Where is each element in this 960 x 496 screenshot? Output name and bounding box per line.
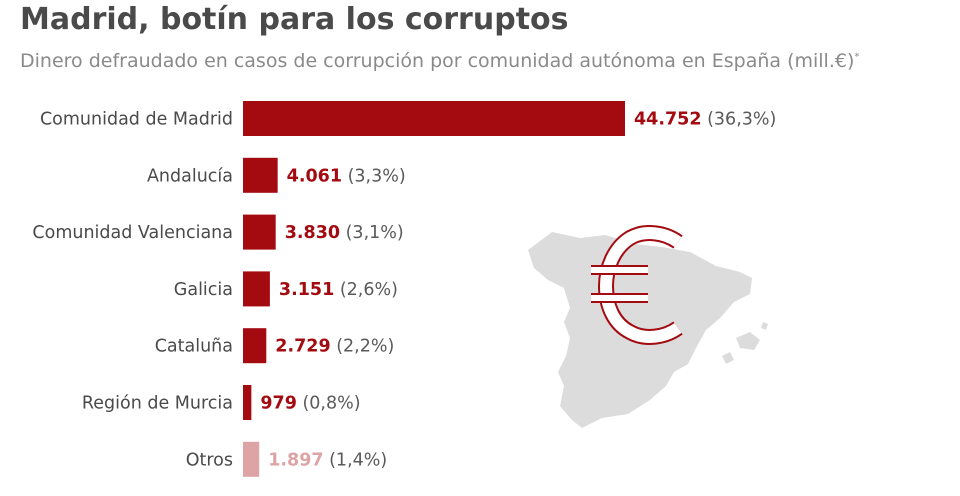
category-label: Andalucía <box>147 166 233 186</box>
balearic-islands-shape <box>736 332 760 350</box>
value-label: 979 (0,8%) <box>260 394 360 414</box>
bar <box>243 101 625 136</box>
percent-label: (2,2%) <box>331 337 395 357</box>
percent-label: (0,8%) <box>297 394 361 414</box>
bar <box>243 271 270 307</box>
category-label: Comunidad de Madrid <box>40 110 233 130</box>
bar <box>243 214 276 250</box>
percent-label: (3,1%) <box>340 223 404 243</box>
value-number: 2.729 <box>275 337 330 357</box>
value-number: 44.752 <box>634 110 702 130</box>
bar <box>243 385 252 420</box>
value-number: 1.897 <box>268 450 323 470</box>
value-label: 1.897 (1,4%) <box>268 450 387 470</box>
percent-label: (1,4%) <box>324 450 388 470</box>
value-label: 44.752 (36,3%) <box>634 110 776 130</box>
bar <box>243 328 267 364</box>
value-label: 3.830 (3,1%) <box>285 223 404 243</box>
value-label: 3.151 (2,6%) <box>279 280 398 300</box>
percent-label: (3,3%) <box>342 166 406 186</box>
value-number: 4.061 <box>287 166 342 186</box>
value-label: 2.729 (2,2%) <box>275 337 394 357</box>
value-label: 4.061 (3,3%) <box>287 166 406 186</box>
chart-subtitle: Dinero defraudado en casos de corrupción… <box>20 50 859 72</box>
chart-title: Madrid, botín para los corruptos <box>20 2 569 37</box>
bar <box>243 157 278 193</box>
category-label: Galicia <box>174 280 233 300</box>
value-number: 3.830 <box>285 223 340 243</box>
menorca-shape <box>761 322 768 330</box>
percent-label: (36,3%) <box>702 110 777 130</box>
percent-label: (2,6%) <box>334 280 398 300</box>
category-label: Cataluña <box>155 337 233 357</box>
value-number: 979 <box>260 394 297 414</box>
spain-map-icon <box>528 225 768 428</box>
euro-sign-icon <box>591 225 683 345</box>
subtitle-text: Dinero defraudado en casos de corrupción… <box>20 50 855 72</box>
category-label: Otros <box>186 450 233 470</box>
value-number: 3.151 <box>279 280 334 300</box>
ibiza-shape <box>722 352 734 364</box>
footnote-marker: * <box>854 51 860 63</box>
category-label: Comunidad Valenciana <box>32 223 233 243</box>
bar <box>243 441 260 477</box>
category-label: Región de Murcia <box>82 394 233 414</box>
